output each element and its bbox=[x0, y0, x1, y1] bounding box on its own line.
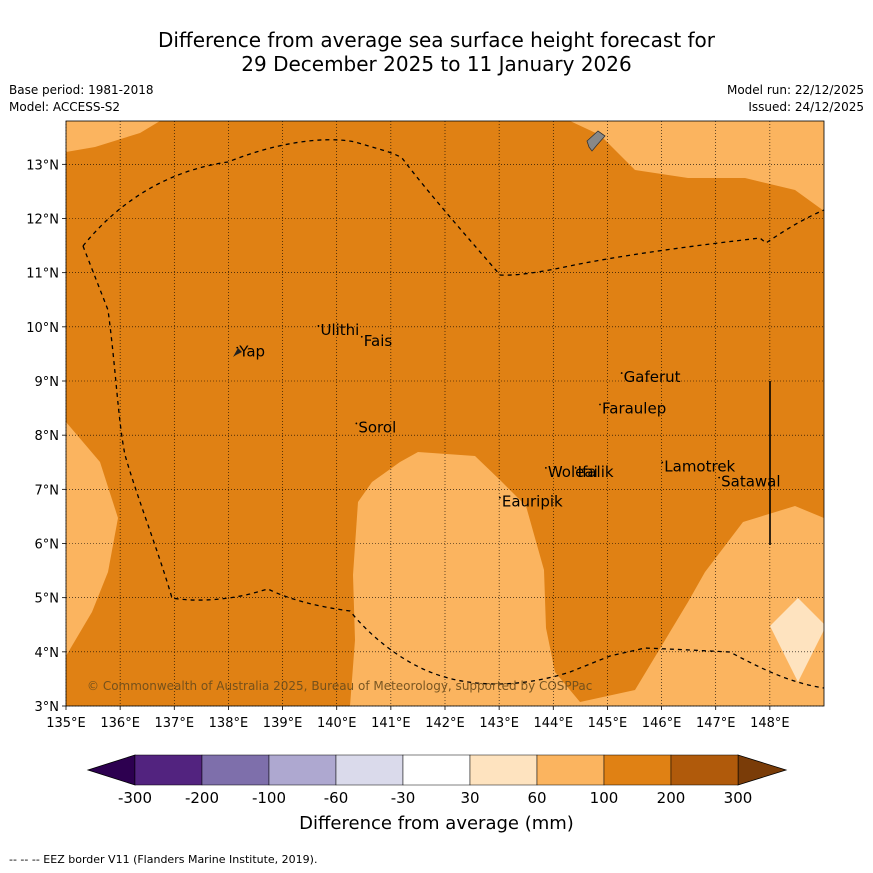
place-marker bbox=[599, 403, 601, 406]
meta-left: Base period: 1981-2018 Model: ACCESS-S2 bbox=[9, 82, 154, 116]
lat-tick-label: 4°N bbox=[35, 646, 60, 661]
colorbar-swatch bbox=[268, 754, 337, 786]
place-label: Satawal bbox=[721, 473, 780, 491]
chart-title: Difference from average sea surface heig… bbox=[0, 28, 873, 76]
place-label: Fais bbox=[364, 332, 393, 350]
title-line-2: 29 December 2025 to 11 January 2026 bbox=[241, 52, 632, 76]
lat-tick-label: 13°N bbox=[26, 158, 59, 173]
anomaly-60-100-nw bbox=[66, 121, 160, 152]
axis-labels: 135°E 136°E 137°E 138°E 139°E 140°E 141°E 142°E… bbox=[26, 158, 789, 731]
lon-tick-label: 135°E bbox=[46, 716, 86, 731]
lon-tick-label: 143°E bbox=[479, 716, 519, 731]
lat-tick-label: 6°N bbox=[35, 538, 60, 553]
map-plot-area bbox=[66, 121, 824, 706]
place-labels: Yap Ulithi Fais Gaferut Faraulep Sorol Lamotre… bbox=[236, 321, 781, 511]
title-line-1: Difference from average sea surface heig… bbox=[157, 28, 716, 52]
place-marker bbox=[544, 466, 547, 469]
guam-island bbox=[586, 130, 606, 152]
lat-tick-label: 11°N bbox=[26, 267, 59, 282]
footnote: -- -- -- EEZ border V11 (Flanders Marine… bbox=[9, 853, 318, 866]
place-marker bbox=[498, 496, 501, 499]
lon-tick-label: 146°E bbox=[642, 716, 682, 731]
colorbar-swatch bbox=[134, 754, 203, 786]
place-label: Lamotrek bbox=[664, 457, 735, 475]
place-marker bbox=[574, 466, 577, 469]
place-marker bbox=[360, 335, 363, 338]
place-label: Faraulep bbox=[602, 400, 666, 418]
lat-tick-label: 8°N bbox=[35, 429, 60, 444]
colorbar-swatch bbox=[536, 754, 605, 786]
place-marker bbox=[355, 422, 358, 425]
model-name: Model: ACCESS-S2 bbox=[9, 100, 121, 114]
colorbar-swatch bbox=[201, 754, 270, 786]
lat-tick-label: 10°N bbox=[26, 321, 59, 336]
colorbar-tick-label: 30 bbox=[460, 789, 479, 807]
colorbar-swatch bbox=[335, 754, 404, 786]
lat-tick-label: 12°N bbox=[26, 213, 59, 228]
colorbar: -300 -200 -100 -60 -30 30 60 100 200 300 bbox=[86, 754, 788, 807]
lon-tick-label: 140°E bbox=[317, 716, 357, 731]
issued-date: Issued: 24/12/2025 bbox=[748, 100, 864, 114]
lon-tick-label: 136°E bbox=[100, 716, 140, 731]
colorbar-swatch bbox=[469, 754, 538, 786]
lon-tick-label: 138°E bbox=[209, 716, 249, 731]
colorbar-over-arrow bbox=[737, 754, 788, 786]
colorbar-tick-label: 300 bbox=[724, 789, 753, 807]
place-marker bbox=[317, 325, 320, 327]
model-run: Model run: 22/12/2025 bbox=[726, 83, 864, 97]
colorbar-swatch bbox=[670, 754, 739, 786]
place-label: Gaferut bbox=[624, 368, 681, 386]
place-label: Sorol bbox=[358, 418, 396, 436]
lon-tick-label: 141°E bbox=[371, 716, 411, 731]
colorbar-swatch bbox=[402, 754, 471, 786]
lat-tick-label: 3°N bbox=[35, 700, 60, 715]
colorbar-tick-label: -200 bbox=[185, 789, 219, 807]
meta-right: Model run: 22/12/2025 Issued: 24/12/2025 bbox=[727, 82, 864, 116]
lon-tick-label: 148°E bbox=[750, 716, 790, 731]
colorbar-swatch bbox=[603, 754, 672, 786]
lat-tick-label: 5°N bbox=[35, 592, 60, 607]
colorbar-tick-label: -100 bbox=[252, 789, 286, 807]
lon-tick-label: 139°E bbox=[263, 716, 303, 731]
place-marker bbox=[620, 372, 623, 374]
place-label: Ifalik bbox=[578, 463, 614, 481]
place-marker bbox=[718, 476, 721, 479]
place-label: Ulithi bbox=[320, 321, 359, 339]
place-label: Woleai bbox=[548, 463, 598, 481]
copyright-text: © Commonwealth of Australia 2025, Bureau… bbox=[87, 679, 592, 693]
colorbar-tick-label: 200 bbox=[657, 789, 686, 807]
colorbar-tick-label: -30 bbox=[391, 789, 416, 807]
colorbar-tick-label: -300 bbox=[118, 789, 152, 807]
base-period: Base period: 1981-2018 bbox=[9, 83, 154, 97]
colorbar-tick-label: -60 bbox=[324, 789, 349, 807]
lon-tick-label: 145°E bbox=[588, 716, 628, 731]
lon-tick-label: 147°E bbox=[696, 716, 736, 731]
lat-tick-label: 7°N bbox=[35, 483, 60, 498]
colorbar-label: Difference from average (mm) bbox=[299, 813, 574, 834]
lat-tick-label: 9°N bbox=[35, 375, 60, 390]
place-marker bbox=[236, 346, 239, 349]
yap-island bbox=[233, 348, 242, 357]
colorbar-tick-label: 60 bbox=[527, 789, 546, 807]
colorbar-tick-label: 100 bbox=[590, 789, 619, 807]
place-label: Yap bbox=[238, 343, 265, 361]
anomaly-60-100-ne bbox=[570, 121, 824, 211]
colorbar-under-arrow bbox=[86, 754, 136, 786]
eez-border-north bbox=[82, 139, 825, 276]
anomaly-60-100-south bbox=[350, 452, 824, 706]
anomaly-30-60-se bbox=[770, 598, 824, 682]
lon-tick-label: 144°E bbox=[534, 716, 574, 731]
place-marker bbox=[661, 461, 664, 464]
lon-tick-label: 142°E bbox=[425, 716, 465, 731]
place-label: Eauripik bbox=[502, 493, 563, 511]
lon-tick-label: 137°E bbox=[155, 716, 195, 731]
